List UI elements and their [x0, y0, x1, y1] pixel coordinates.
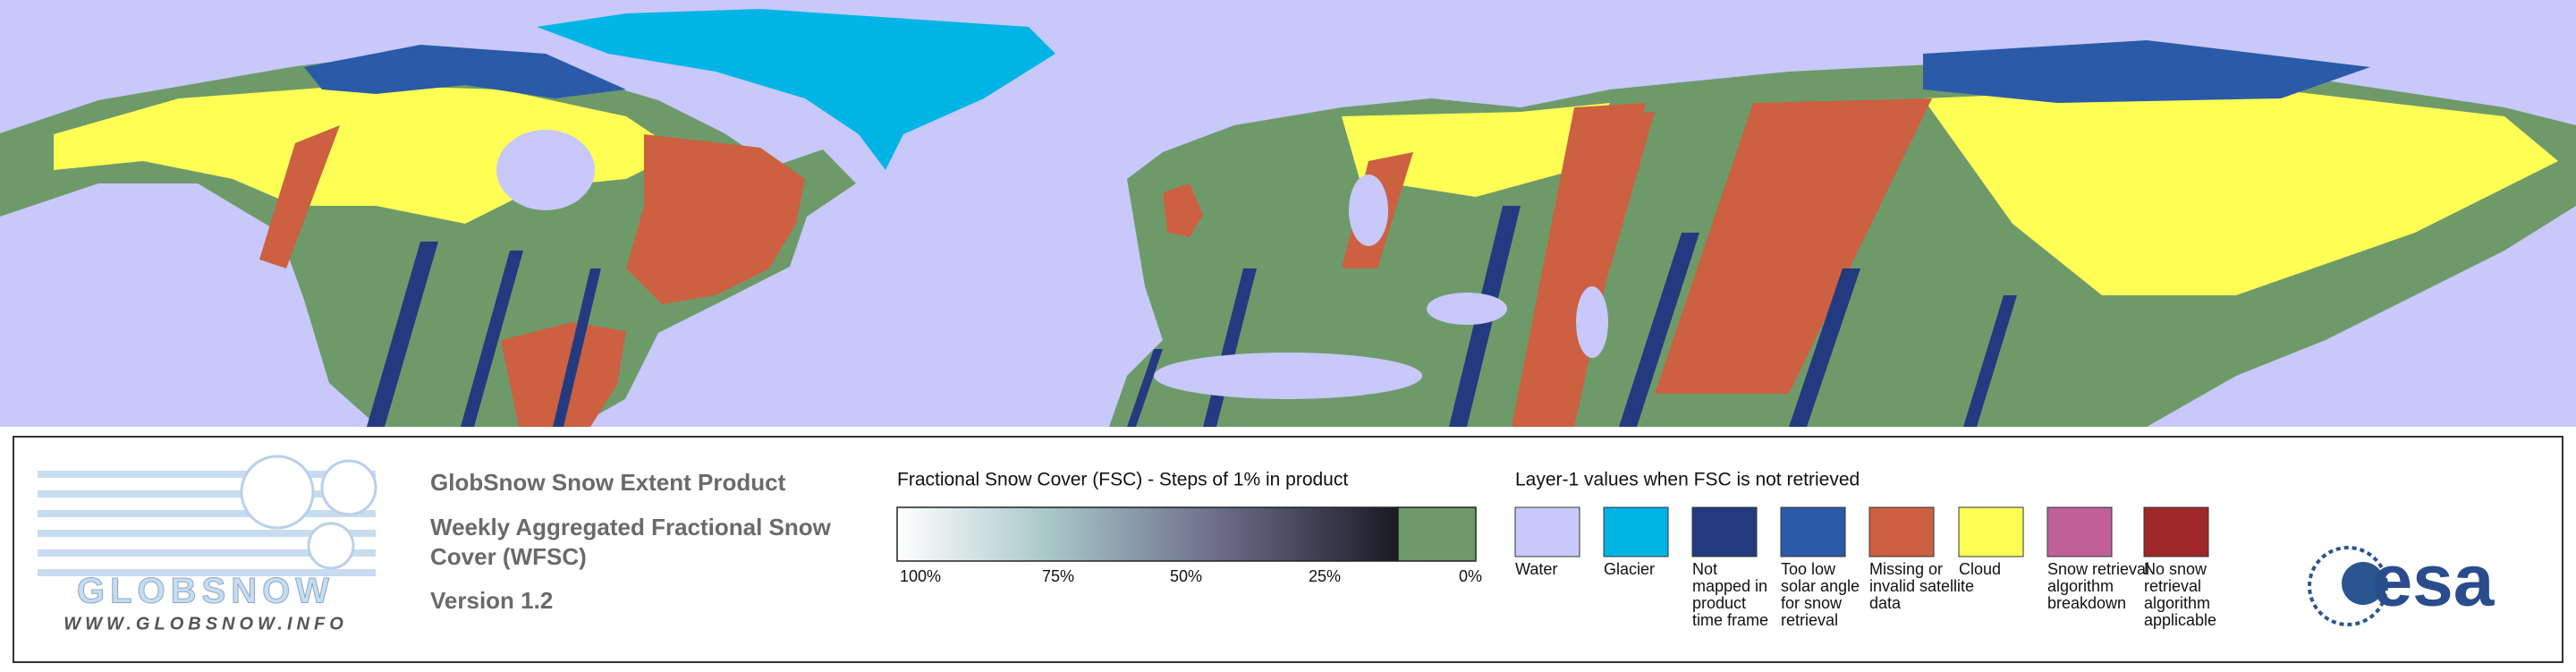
logo-url: WWW.GLOBSNOW.INFO: [64, 614, 348, 634]
baltic: [1349, 174, 1388, 246]
snowflake: [320, 459, 377, 516]
na-stripe: [259, 125, 340, 268]
layer1-label: breakdown: [2047, 594, 2126, 612]
na-gap-1: [367, 242, 438, 427]
layer1-title: Layer-1 values when FSC is not retrieved: [1515, 470, 1860, 490]
layer1-label: No snow: [2144, 560, 2207, 578]
layer1-label: retrieval: [1781, 611, 1838, 629]
layer1-label: retrieval: [2144, 577, 2201, 595]
fsc-tick-label: 0%: [1459, 567, 1482, 585]
uk: [1163, 183, 1203, 237]
product-subtitle: Weekly Aggregated Fractional Snow: [430, 514, 832, 540]
layer1-label: mapped in: [1692, 577, 1767, 595]
layer1-label: algorithm: [2047, 577, 2114, 595]
siberia-north: [1923, 40, 2370, 103]
layer1-label: Water: [1515, 560, 1557, 578]
caspian: [1576, 286, 1608, 358]
layer1-swatch: [1691, 506, 1758, 557]
asia-band: [1655, 98, 1932, 394]
asia-gap-2: [1789, 268, 1860, 427]
eu-gap-1: [1127, 349, 1163, 427]
product-title: GlobSnow Snow Extent Product: [430, 469, 786, 496]
asia-band-2: [1556, 112, 1655, 268]
fsc-zero-box: [1397, 506, 1477, 562]
esa-logo: esa: [2308, 540, 2496, 626]
fsc-tick-label: 75%: [1042, 567, 1074, 585]
snowflake: [307, 522, 355, 570]
product-subtitle: Cover (WFSC): [430, 543, 587, 570]
layer1-swatch: [1958, 506, 2024, 557]
layer1-label: Too low: [1781, 560, 1836, 578]
layer1-label: Glacier: [1604, 560, 1655, 578]
layer1-label: invalid satellite: [1869, 577, 1974, 595]
esa-emblem: [2308, 546, 2388, 626]
hudson-bay: [496, 130, 595, 210]
layer1-label: Snow retrieval: [2047, 560, 2149, 578]
layer1-label: for snow: [1781, 594, 1843, 612]
layer1-label: Missing or: [1869, 560, 1943, 578]
layer1-label: Cloud: [1959, 560, 2001, 578]
asia-gap-3: [1963, 295, 2017, 427]
na-gap-2: [461, 251, 523, 427]
layer1-label: applicable: [2144, 611, 2216, 629]
na-missing-south: [501, 322, 626, 427]
layer1-label: product: [1692, 594, 1746, 612]
na-gap-3: [553, 268, 601, 427]
fsc-tick-label: 25%: [1309, 567, 1341, 585]
layer1-label: Not: [1692, 560, 1717, 578]
layer1-swatch: [1868, 506, 1935, 557]
layer1-label: solar angle: [1781, 577, 1860, 595]
layer1-label: algorithm: [2144, 594, 2210, 612]
black-sea: [1427, 293, 1507, 325]
greenland: [537, 9, 1055, 170]
na-arctic: [304, 45, 626, 98]
snowflake: [240, 455, 315, 530]
layer1-label: time frame: [1692, 611, 1768, 629]
esa-emblem-core: [2342, 562, 2385, 605]
layer1-swatch: [1780, 506, 1846, 557]
layer1-swatch: [1603, 506, 1669, 557]
logo-name: GLOBSNOW: [77, 572, 335, 611]
layer1-swatch: [1514, 506, 1580, 557]
layer1-swatch: [2046, 506, 2113, 557]
asia-gap-1: [1619, 233, 1699, 427]
fsc-colorbar: [896, 506, 1399, 562]
fsc-tick-label: 50%: [1170, 567, 1202, 585]
product-version: Version 1.2: [430, 587, 553, 614]
snowflakes: [240, 455, 377, 570]
asia-cloud: [1923, 85, 2558, 295]
fsc-title: Fractional Snow Cover (FSC) - Steps of 1…: [897, 470, 1348, 490]
esa-wordmark: esa: [2372, 540, 2496, 622]
layer1-label: data: [1869, 594, 1902, 612]
eu-cloud-north: [1342, 103, 1610, 197]
layer1-swatch: [2143, 506, 2209, 557]
fsc-tick-label: 100%: [900, 567, 941, 585]
globsnow-logo: GLOBSNOW WWW.GLOBSNOW.INFO: [38, 455, 377, 634]
mediterranean: [1154, 353, 1422, 399]
map: [0, 0, 2576, 427]
na-missing: [626, 134, 805, 304]
